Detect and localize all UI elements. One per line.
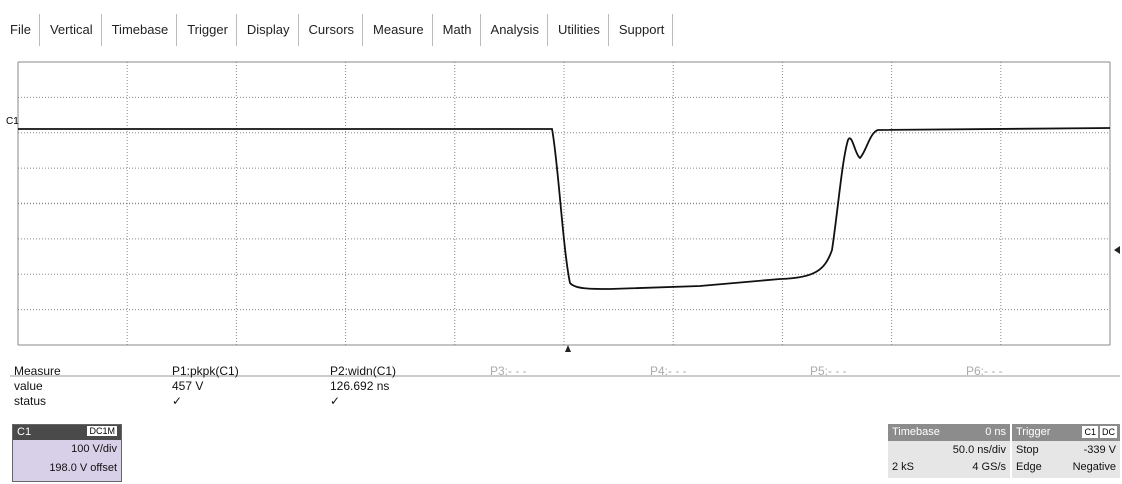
level-marker: [1114, 246, 1120, 254]
menu-item[interactable]: Support: [609, 14, 674, 46]
trigger-marker: [565, 345, 571, 352]
menu-item[interactable]: Math: [433, 14, 481, 46]
timebase-scale: 50.0 ns/div: [952, 444, 1006, 456]
timebase-box: Timebase 0 ns 50.0 ns/div 2 kS 4 GS/s: [888, 424, 1010, 478]
trigger-slope: Negative: [1072, 461, 1116, 473]
menu-item[interactable]: Vertical: [40, 14, 102, 46]
measure-header: P4:- - -: [650, 364, 687, 378]
menu-item[interactable]: Measure: [363, 14, 433, 46]
measure-header: P5:- - -: [810, 364, 847, 378]
measure-cell: 126.692 ns: [330, 379, 390, 393]
measure-cell: ✓: [172, 394, 183, 408]
menu-bar: File Vertical Timebase Trigger Display Cursor…: [0, 14, 674, 48]
trigger-type: Edge: [1016, 461, 1042, 473]
timebase-delay: 0 ns: [985, 426, 1006, 438]
measure-header: P1:pkpk(C1): [172, 364, 239, 378]
trigger-level: -339 V: [1083, 444, 1116, 456]
menu-item[interactable]: File: [0, 14, 40, 46]
channel-coupling: DC1M: [87, 426, 117, 436]
measure-cell: ✓: [330, 394, 341, 408]
channel-name: C1: [17, 426, 32, 438]
channel-header: C1 DC1M: [13, 425, 121, 440]
trigger-label: Trigger: [1016, 426, 1051, 438]
trigger-mode: Stop: [1016, 444, 1039, 456]
measure-header: P2:widn(C1): [330, 364, 397, 378]
measure-header: P6:- - -: [966, 364, 1003, 378]
timebase-rate: 4 GS/s: [972, 461, 1006, 473]
timebase-samples: 2 kS: [892, 461, 915, 473]
menu-item[interactable]: Utilities: [548, 14, 609, 46]
measure-cell: value: [14, 379, 43, 393]
measure-cell: 457 V: [172, 379, 204, 393]
menu-item[interactable]: Analysis: [481, 14, 548, 46]
channel-scale: 100 V/div: [71, 443, 117, 455]
menu-item[interactable]: Display: [237, 14, 299, 46]
menu-item[interactable]: Trigger: [177, 14, 237, 46]
graticule: [17, 61, 1111, 346]
waveform: [18, 127, 1111, 290]
measure-cell: status: [14, 394, 47, 408]
measure-header: Measure: [14, 364, 61, 378]
menu-item[interactable]: Cursors: [299, 14, 364, 46]
trace-label: C1: [6, 116, 19, 127]
measure-header: P3:- - -: [490, 364, 527, 378]
menu-item[interactable]: Timebase: [102, 14, 178, 46]
trigger-box: Trigger C1 DC Stop -339 V Edge Negative: [1012, 424, 1120, 478]
timebase-label: Timebase: [892, 426, 940, 438]
measure-table: Measure P1:pkpk(C1) P2:widn(C1) P3:- - - P4:…: [0, 364, 1122, 420]
channel-box: C1 DC1M 100 V/div 198.0 V offset: [12, 424, 122, 482]
trigger-source: C1: [1082, 426, 1098, 438]
trigger-coupling: DC: [1100, 426, 1117, 438]
channel-offset: 198.0 V offset: [49, 462, 117, 474]
